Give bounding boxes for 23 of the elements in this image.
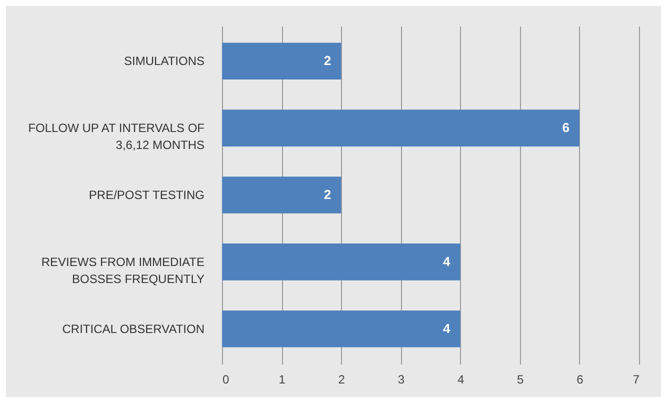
data-label: 4 — [443, 320, 452, 336]
y-tick-label: REVIEWS FROM IMMEDIATE BOSSES FREQUENTLY — [41, 254, 204, 286]
bar — [222, 110, 580, 146]
y-tick-label: SIMULATIONS — [124, 54, 204, 68]
x-tick-label: 3 — [398, 372, 405, 386]
x-tick-label: 2 — [338, 372, 346, 386]
x-tick-label: 6 — [576, 372, 584, 386]
y-tick-label: FOLLOW UP AT INTERVALS OF 3,6,12 MONTHS — [28, 121, 204, 152]
bar — [222, 244, 460, 280]
data-label: 4 — [443, 254, 452, 269]
bar — [222, 176, 342, 214]
data-label: 2 — [324, 187, 332, 202]
x-tick-label: 0 — [222, 372, 230, 386]
y-tick-label: CRITICAL OBSERVATION — [62, 322, 204, 336]
x-tick-label: 4 — [457, 372, 464, 386]
data-label: 2 — [324, 53, 332, 68]
x-tick-label: 1 — [278, 372, 286, 386]
x-tick-label: 7 — [632, 372, 640, 386]
data-label: 6 — [562, 120, 570, 136]
y-tick-label: PRE/POST TESTING — [88, 188, 204, 202]
x-tick-label: 5 — [517, 372, 524, 386]
bar — [222, 310, 460, 348]
bar — [222, 42, 342, 80]
